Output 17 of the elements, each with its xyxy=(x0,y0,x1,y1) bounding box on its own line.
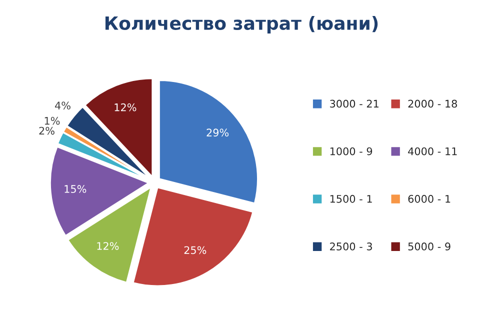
legend-label: 5000 - 9 xyxy=(408,242,450,250)
legend-label: 3000 - 21 xyxy=(330,100,378,108)
legend-label: 4000 - 11 xyxy=(408,147,457,156)
legend-label: 1500 - 1 xyxy=(330,194,372,203)
data-label: 1% xyxy=(44,116,60,125)
data-label: 12% xyxy=(97,242,119,250)
data-label: 2% xyxy=(39,126,54,135)
legend-label: 2000 - 18 xyxy=(408,100,457,108)
legend-label: 2500 - 3 xyxy=(330,242,372,250)
legend-label: 1000 - 9 xyxy=(330,147,372,156)
data-label: 4% xyxy=(55,102,70,110)
legend-label: 6000 - 1 xyxy=(408,194,450,203)
data-label: 15% xyxy=(64,185,86,193)
data-label: 12% xyxy=(114,103,136,112)
data-label: 25% xyxy=(184,246,206,254)
data-label: 29% xyxy=(206,128,229,137)
chart-title: Количество затрат (юани) xyxy=(105,16,378,34)
